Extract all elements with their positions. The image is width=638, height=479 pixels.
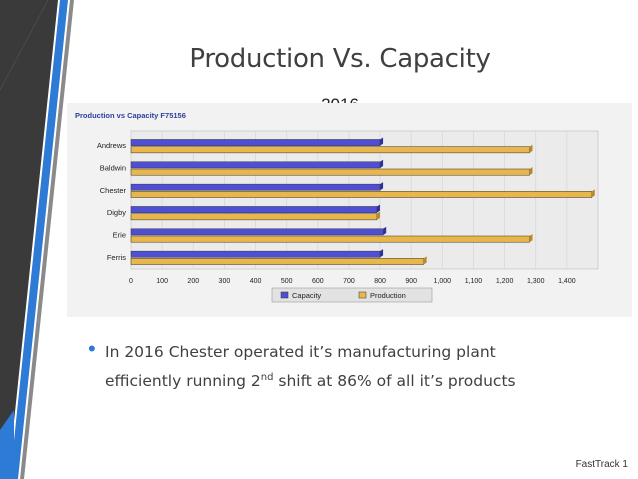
production-capacity-chart: Production vs Capacity F75156 0 100 200 300 4… (67, 103, 632, 317)
y-category-label: Baldwin (100, 164, 126, 173)
page-title: Production Vs. Capacity (189, 44, 491, 74)
x-tick-label: 1,200 (496, 278, 514, 285)
bullet-line-1: In 2016 Chester operated it’s manufactur… (105, 343, 496, 361)
x-tick-label: 700 (343, 278, 355, 285)
capacity-bar-chester (130, 183, 381, 191)
deco-blue-stripe (10, 0, 68, 479)
legend-box (271, 287, 433, 303)
bar-edge (380, 249, 384, 258)
production-bar-digby (130, 213, 378, 221)
bar-edge (383, 226, 387, 235)
x-tick-label: 200 (187, 278, 199, 285)
bullet-line-2: efficiently running 2nd shift at 86% of … (105, 365, 585, 394)
x-tick-label: 300 (219, 278, 231, 285)
bar-edge (380, 159, 384, 168)
y-category-label: Ferris (107, 253, 126, 262)
x-tick-label: 800 (374, 278, 386, 285)
legend-label-production: Production (370, 291, 406, 300)
x-tick-label: 1,100 (465, 278, 483, 285)
capacity-bar-baldwin (130, 161, 381, 169)
x-tick-label: 0 (129, 278, 133, 285)
plot-area (130, 130, 599, 270)
deco-blue-corner (0, 410, 14, 479)
bullet-line-2-prefix: efficiently running 2 (105, 372, 261, 391)
bullet-line-2-sup: nd (260, 372, 274, 383)
capacity-bar-erie (130, 228, 384, 236)
x-tick-label: 1,000 (434, 278, 452, 285)
production-bar-andrews (130, 146, 530, 154)
bar-edge (380, 182, 384, 191)
bar-edge (380, 137, 384, 146)
production-bar-erie (130, 235, 530, 243)
x-tick-label: 400 (250, 278, 262, 285)
x-tick-label: 1,400 (558, 278, 576, 285)
chart-container: Production vs Capacity F75156 0 100 200 300 4… (67, 103, 632, 317)
y-category-label: Erie (113, 231, 126, 240)
legend-swatch-capacity (280, 291, 289, 299)
bar-edge (376, 204, 380, 213)
bullet-icon: • (88, 336, 96, 361)
bar-edge (591, 189, 595, 198)
y-category-label: Chester (100, 186, 127, 195)
production-bar-chester (130, 191, 593, 198)
capacity-bar-digby (130, 206, 378, 213)
deco-dark-stripe (0, 0, 58, 479)
bar-edge (529, 167, 533, 176)
x-tick-label: 600 (312, 278, 324, 285)
x-tick-label: 1,300 (527, 278, 545, 285)
production-bar-ferris (130, 258, 424, 265)
capacity-bar-andrews (130, 139, 381, 146)
x-tick-label: 900 (405, 278, 417, 285)
x-tick-label: 500 (281, 278, 293, 285)
capacity-bar-ferris (130, 250, 381, 258)
footer-label: FastTrack 1 (575, 459, 628, 470)
production-bar-baldwin (130, 168, 530, 176)
x-tick-label: 100 (156, 278, 168, 285)
y-category-label: Andrews (97, 141, 126, 150)
bullet-line-2-suffix: shift at 86% of all it’s products (273, 372, 516, 391)
legend-label-capacity: Capacity (292, 291, 321, 300)
legend-swatch-production (358, 291, 367, 299)
bar-edge (376, 211, 380, 220)
y-category-label: Digby (107, 208, 126, 217)
bar-edge (423, 256, 427, 265)
bar-edge (529, 234, 533, 243)
bullet-text: In 2016 Chester operated it’s manufactur… (105, 340, 585, 394)
deco-gray-stripe (20, 0, 74, 479)
bar-edge (529, 144, 533, 153)
chart-title: Production vs Capacity F75156 (75, 111, 186, 120)
